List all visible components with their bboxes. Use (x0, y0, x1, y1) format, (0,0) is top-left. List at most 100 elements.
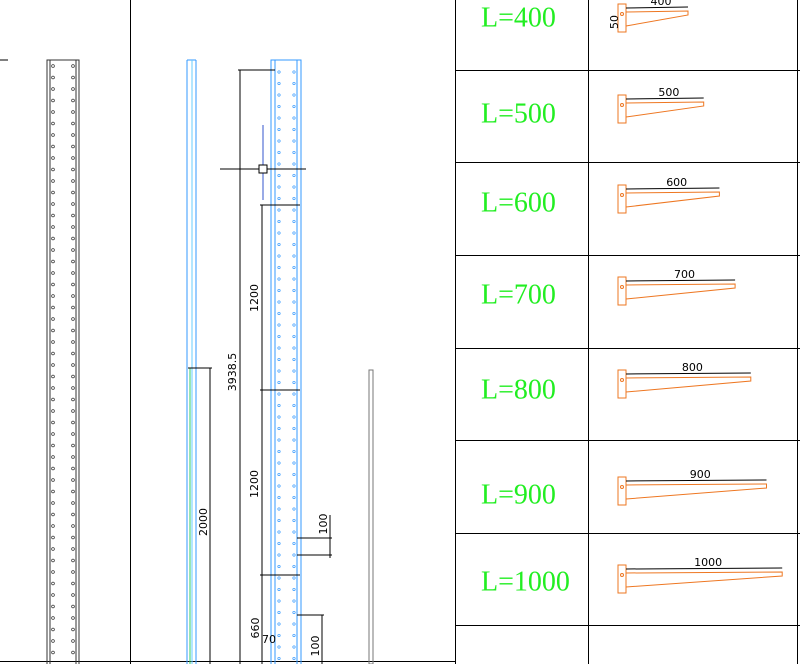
hole (71, 64, 75, 68)
hole (292, 357, 296, 362)
row-label: L=900 (481, 479, 556, 510)
hole (71, 133, 75, 137)
bracket-bolt (620, 12, 624, 16)
hole (292, 265, 296, 270)
hole (51, 87, 55, 91)
dimension-text: 3938.5 (226, 353, 239, 392)
hole (71, 593, 75, 597)
dim-line (625, 6, 689, 9)
hole (71, 397, 75, 402)
hole (51, 213, 55, 218)
hole (51, 443, 55, 448)
hole (277, 277, 281, 281)
hole (292, 507, 296, 511)
hole (51, 328, 55, 333)
hole (292, 426, 296, 431)
hole (277, 530, 281, 534)
hole (277, 357, 281, 362)
hole (277, 127, 281, 132)
hole (71, 501, 75, 505)
hole (71, 340, 75, 344)
column-outline (46, 59, 80, 664)
hole (277, 346, 281, 350)
main-column (270, 59, 302, 664)
hole (51, 144, 55, 149)
hole (71, 202, 75, 206)
hole (277, 403, 281, 408)
hole (277, 323, 281, 327)
hole (292, 553, 296, 557)
hole (51, 121, 55, 126)
hole (51, 98, 55, 103)
hole (277, 81, 281, 86)
hole (277, 472, 281, 477)
hole (51, 420, 55, 425)
hole (51, 374, 55, 379)
hole (292, 484, 296, 488)
hole (71, 294, 75, 298)
hole (51, 64, 55, 68)
hole (277, 587, 281, 592)
hole (51, 489, 55, 494)
hole (71, 282, 75, 287)
hole (292, 472, 296, 477)
hole (51, 547, 55, 551)
hole (292, 70, 296, 74)
hole (292, 81, 296, 86)
cursor-box (258, 164, 268, 174)
hole (292, 518, 296, 523)
hole (71, 144, 75, 149)
hole (51, 340, 55, 344)
dimension-text: 1200 (248, 470, 261, 498)
bracket-bolt (620, 193, 624, 197)
hole (277, 288, 281, 293)
hole (292, 656, 296, 661)
hole (292, 415, 296, 419)
bracket-plate (617, 184, 627, 214)
side-member (368, 369, 374, 664)
hole (277, 576, 281, 580)
dimension-lines (220, 69, 332, 664)
hole (71, 259, 75, 264)
hole (277, 254, 281, 258)
hole (71, 443, 75, 448)
hole (71, 87, 75, 91)
hole (71, 432, 75, 436)
hole (51, 627, 55, 632)
hole (292, 438, 296, 442)
hole (51, 259, 55, 264)
hole (71, 535, 75, 540)
hole (292, 541, 296, 546)
hole (277, 139, 281, 143)
bracket-bolt (620, 573, 624, 577)
hole (71, 236, 75, 241)
bracket-beam (625, 571, 783, 588)
hole (51, 650, 55, 655)
hole (51, 282, 55, 287)
hole (277, 173, 281, 178)
hole (51, 409, 55, 413)
hole (71, 478, 75, 482)
hole (277, 300, 281, 304)
bracket-beam (625, 101, 705, 118)
hole (71, 75, 75, 80)
hole (292, 93, 296, 97)
hole (292, 323, 296, 327)
hole (51, 236, 55, 241)
dim-line (625, 567, 783, 570)
hole (71, 616, 75, 620)
hole (71, 213, 75, 218)
row-label: L=700 (481, 279, 556, 310)
bracket-dimension: 1000 (694, 556, 722, 569)
hole (71, 512, 75, 517)
hole (51, 512, 55, 517)
hole (51, 604, 55, 609)
hole (277, 415, 281, 419)
row-label: L=800 (481, 374, 556, 405)
bracket-bolt (620, 485, 624, 489)
hole (277, 426, 281, 431)
hole (71, 179, 75, 183)
hole (51, 294, 55, 298)
hole (292, 530, 296, 534)
